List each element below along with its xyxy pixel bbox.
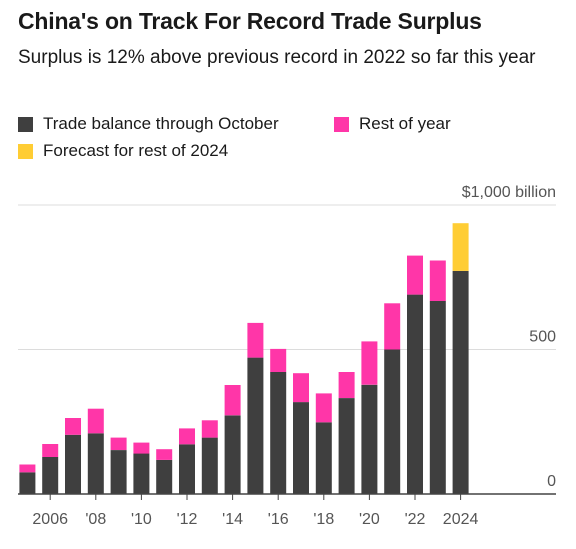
bar-2007-series-0 (65, 434, 81, 494)
bar-2007-series-1 (65, 418, 81, 435)
chart-title: China's on Track For Record Trade Surplu… (18, 8, 482, 34)
y-tick-label-500: 500 (529, 329, 556, 346)
bar-2012-series-0 (179, 444, 195, 494)
legend-swatch-trade-balance (18, 116, 33, 132)
bar-2015-series-0 (247, 357, 264, 494)
bar-2022-series-0 (407, 294, 423, 494)
x-tick-label-2024: 2024 (443, 511, 479, 528)
bar-2013-series-1 (201, 420, 218, 438)
legend-swatch-rest-of-year (334, 116, 349, 132)
x-tick-label-2006: 2006 (32, 511, 68, 528)
bar-2015-series-1 (247, 322, 264, 358)
bar-2017-series-0 (293, 402, 309, 494)
bar-2014-series-0 (224, 415, 241, 494)
bar-2006-series-1 (42, 444, 59, 457)
bar-2005-series-1 (19, 464, 36, 473)
axes: 0 500 $1,000 billion 2006 '08 '10 '12 '14 '16 '18… (18, 184, 556, 528)
bar-2020-series-0 (361, 384, 378, 494)
bar-2021-series-1 (384, 303, 401, 350)
x-tick-label-'20: '20 (359, 511, 380, 528)
x-tick-label-'14: '14 (222, 511, 243, 528)
x-tick-label-'16: '16 (268, 511, 289, 528)
bar-2018-series-1 (315, 393, 332, 423)
bar-2017-series-1 (293, 373, 309, 403)
legend-swatch-forecast (18, 143, 33, 159)
bar-2006-series-0 (42, 457, 59, 494)
bar-2016-series-1 (270, 348, 287, 372)
y-tick-label-1000: $1,000 billion (462, 184, 556, 201)
bar-2010-series-1 (133, 442, 150, 454)
gridlines (18, 204, 556, 350)
bar-2008-series-1 (87, 408, 104, 434)
x-tick-label-'18: '18 (313, 511, 334, 528)
bar-2023-series-0 (429, 300, 446, 494)
bar-2010-series-0 (133, 453, 150, 494)
legend-label-trade-balance: Trade balance through October (43, 114, 279, 133)
bar-2009-series-0 (110, 450, 127, 494)
bar-2021-series-0 (384, 349, 401, 494)
legend-item-forecast: Forecast for rest of 2024 (18, 141, 228, 161)
legend-item-trade-balance: Trade balance through October (18, 114, 279, 134)
bar-2013-series-0 (201, 437, 218, 494)
x-tick-label-'08: '08 (85, 511, 106, 528)
y-tick-label-0: 0 (547, 473, 556, 490)
bar-2018-series-0 (315, 422, 332, 494)
bar-2012-series-1 (179, 428, 195, 445)
bar-2011-series-0 (156, 459, 173, 494)
x-tick-label-'12: '12 (177, 511, 198, 528)
bar-2005-series-0 (19, 472, 36, 494)
bar-2019-series-1 (338, 372, 355, 398)
bar-2019-series-0 (338, 398, 355, 494)
bar-2014-series-1 (224, 385, 241, 416)
bar-2011-series-1 (156, 449, 173, 460)
bar-2008-series-0 (87, 433, 104, 494)
bar-2024-series-0 (452, 270, 469, 494)
bar-2022-series-1 (407, 255, 423, 295)
bar-2023-series-1 (429, 260, 446, 301)
legend-item-rest-of-year: Rest of year (334, 114, 451, 134)
legend-label-forecast: Forecast for rest of 2024 (43, 141, 229, 160)
bar-2024-series-2 (452, 223, 469, 271)
bars (19, 223, 469, 494)
bar-2016-series-0 (270, 372, 287, 494)
chart-subtitle: Surplus is 12% above previous record in … (18, 47, 536, 68)
x-tick-label-'22: '22 (405, 511, 426, 528)
bar-2020-series-1 (361, 341, 378, 385)
legend-label-rest-of-year: Rest of year (359, 114, 451, 133)
bar-2009-series-1 (110, 437, 127, 450)
x-tick-label-'10: '10 (131, 511, 152, 528)
